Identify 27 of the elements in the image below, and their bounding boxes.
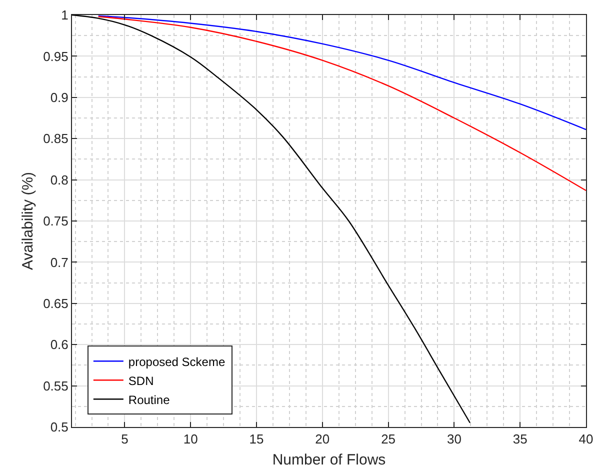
legend-label: SDN [128, 374, 154, 388]
legend-label: Routine [128, 392, 170, 407]
y-tick-label: 1 [61, 8, 68, 23]
x-tick-label: 25 [381, 432, 396, 447]
y-tick-label: 0.65 [43, 296, 68, 311]
y-tick-label: 0.9 [50, 90, 68, 105]
y-tick-label: 0.5 [50, 420, 68, 435]
x-tick-label: 15 [249, 432, 264, 447]
x-tick-label: 40 [578, 432, 594, 447]
y-tick-label: 0.55 [43, 378, 68, 394]
x-tick-label: 10 [183, 432, 198, 447]
y-tick-label: 0.85 [43, 131, 68, 146]
line-series [98, 15, 586, 130]
x-tick-label: 20 [315, 432, 330, 447]
line-series [72, 15, 471, 424]
y-tick-label: 0.6 [50, 337, 68, 352]
line-series [98, 16, 586, 192]
x-tick-label: 30 [446, 432, 462, 447]
x-tick-label: 5 [121, 432, 128, 447]
x-axis-title: Number of Flows [272, 452, 386, 469]
y-tick-label: 0.8 [50, 172, 68, 188]
y-tick-label: 0.7 [50, 254, 68, 270]
y-tick-label: 0.75 [43, 214, 68, 229]
y-tick-label: 0.95 [43, 48, 68, 64]
x-tick-label: 35 [512, 432, 528, 447]
legend-label: proposed Sckeme [128, 354, 226, 369]
y-axis-title: Availability (%) [19, 172, 36, 270]
